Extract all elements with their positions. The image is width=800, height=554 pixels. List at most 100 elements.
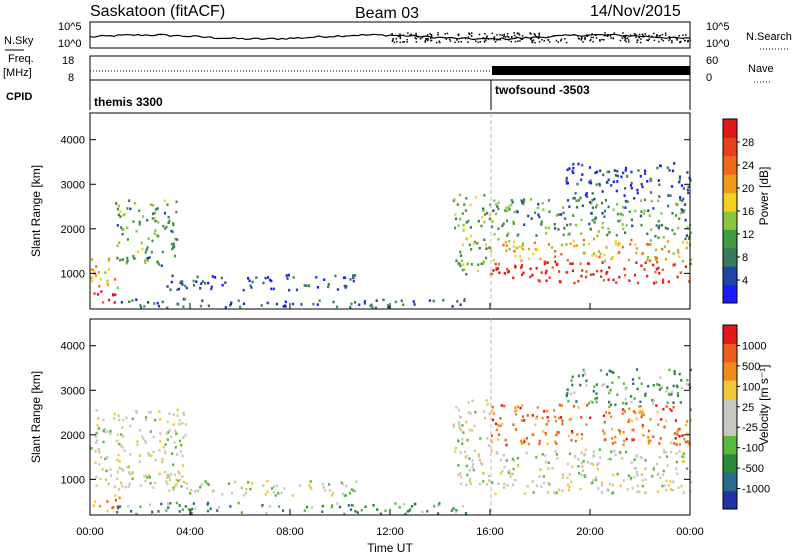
noise-search-dot — [581, 36, 583, 39]
range-cell — [633, 273, 637, 277]
noise-search-dot — [484, 38, 486, 40]
range-cell — [544, 454, 547, 458]
range-cell — [628, 279, 631, 282]
range-cell — [349, 305, 352, 309]
range-cell — [621, 213, 624, 217]
range-cell — [666, 240, 669, 243]
range-cell — [593, 221, 596, 224]
range-cell — [641, 410, 644, 414]
range-cell — [358, 303, 361, 306]
range-cell — [456, 203, 459, 206]
range-cell — [327, 285, 330, 289]
range-cell — [632, 410, 635, 413]
range-cell — [239, 305, 242, 309]
noise-left-tick-low: 10^0 — [58, 38, 82, 50]
range-cell — [597, 487, 600, 490]
range-cell — [535, 417, 538, 420]
range-cell — [675, 214, 678, 217]
range-cell — [647, 436, 650, 439]
range-cell — [135, 411, 138, 415]
range-cell — [647, 384, 650, 388]
range-cell — [589, 400, 592, 403]
noise-search-dot — [419, 38, 422, 40]
range-cell — [272, 485, 275, 488]
range-cell — [650, 228, 653, 231]
range-cell — [641, 484, 644, 488]
range-cell — [145, 441, 148, 445]
range-cell — [665, 479, 668, 483]
range-cell — [574, 192, 577, 195]
range-cell — [106, 281, 109, 284]
range-cell — [491, 481, 494, 484]
noise-search-dot — [538, 32, 540, 35]
range-cell — [112, 293, 115, 297]
noise-search-dot — [493, 36, 495, 39]
range-cell — [660, 212, 663, 215]
y-tick-label: 1000 — [61, 474, 85, 486]
range-cell — [473, 240, 476, 244]
noise-search-dot — [525, 36, 527, 39]
range-cell — [572, 167, 575, 170]
range-cell — [596, 463, 599, 467]
range-cell — [347, 504, 350, 507]
range-cell — [194, 489, 197, 493]
range-cell — [461, 212, 464, 215]
range-cell — [433, 504, 436, 508]
range-cell — [194, 507, 197, 510]
range-cell — [113, 485, 116, 489]
range-cell — [631, 224, 634, 228]
range-cell — [601, 226, 604, 229]
range-cell — [157, 304, 161, 308]
range-cell — [537, 202, 540, 206]
range-cell — [596, 203, 599, 207]
noise-search-dot — [601, 38, 603, 41]
range-cell — [651, 399, 654, 402]
range-cell — [669, 450, 673, 454]
range-cell — [102, 440, 105, 444]
range-cell — [163, 211, 167, 215]
noise-search-dot — [580, 39, 583, 41]
range-cell — [117, 414, 120, 417]
range-cell — [130, 510, 133, 513]
colorbar-swatch — [723, 490, 737, 510]
range-cell — [663, 484, 666, 488]
range-cell — [217, 506, 220, 509]
range-cell — [497, 201, 500, 204]
noise-search-dot — [409, 34, 411, 37]
range-cell — [554, 255, 557, 258]
range-cell — [458, 262, 461, 266]
range-cell — [152, 486, 155, 489]
velocity-frame — [89, 318, 691, 516]
range-cell — [95, 439, 99, 442]
range-cell — [181, 464, 184, 467]
range-cell — [615, 189, 618, 193]
noise-search-dot — [430, 39, 433, 42]
range-cell — [523, 438, 526, 441]
range-cell — [457, 440, 460, 443]
range-cell — [206, 482, 209, 485]
range-cell — [95, 441, 98, 444]
range-cell — [135, 229, 138, 233]
nave-trace — [492, 66, 690, 75]
range-cell — [616, 180, 619, 183]
range-cell — [676, 430, 679, 433]
range-cell — [586, 404, 589, 407]
nave-tick-high: 60 — [706, 55, 718, 67]
range-cell — [159, 418, 162, 421]
range-cell — [344, 494, 347, 497]
noise-search-dot — [507, 33, 509, 35]
range-cell — [354, 274, 357, 277]
range-cell — [486, 211, 489, 215]
range-cell — [100, 456, 103, 459]
range-cell — [669, 488, 673, 491]
range-cell — [116, 224, 119, 227]
range-cell — [506, 483, 509, 487]
range-cell — [291, 494, 294, 497]
range-cell — [603, 420, 606, 424]
power-frame — [89, 112, 691, 310]
range-cell — [157, 263, 161, 266]
range-cell — [497, 227, 500, 230]
range-cell — [603, 215, 606, 218]
range-cell — [503, 404, 506, 408]
